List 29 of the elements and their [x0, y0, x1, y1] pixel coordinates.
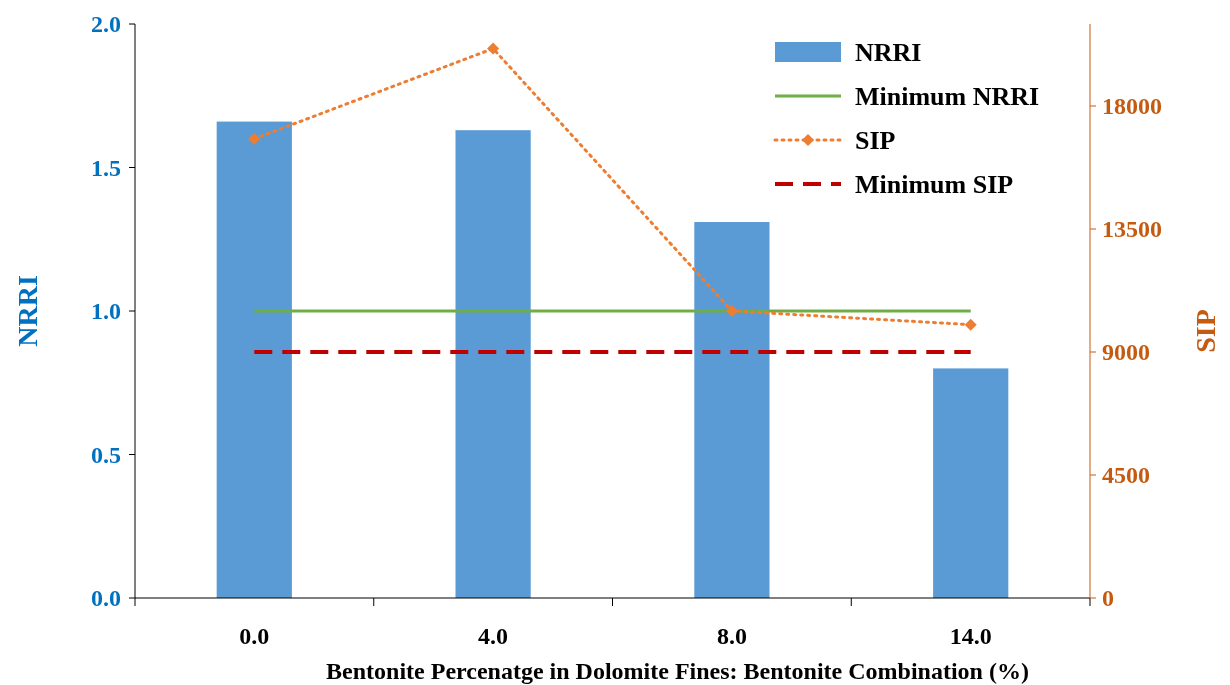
x-tick-label: 14.0: [949, 623, 992, 649]
y-axis-title: NRRI: [12, 275, 43, 347]
y-tick-label: 2.0: [91, 11, 121, 38]
point: [725, 305, 738, 317]
legend-label: SIP: [855, 126, 896, 156]
y-tick-label: 0.0: [91, 585, 121, 612]
y-tick-label: 1.5: [91, 154, 121, 181]
y2-tick-label: 4500: [1102, 462, 1150, 489]
bar: [455, 130, 531, 598]
y2-tick-label: 13500: [1102, 216, 1162, 243]
legend-label: NRRI: [855, 38, 922, 68]
y-tick-label: 1.0: [91, 298, 121, 325]
y2-tick-label: 0: [1102, 585, 1114, 612]
x-axis-title: Bentonite Percenatge in Dolomite Fines: Bentonite Combination (%): [326, 658, 1029, 684]
y-tick-label: 0.5: [91, 441, 121, 468]
x-tick-label: 8.0: [716, 623, 747, 649]
legend-label: Minimum SIP: [855, 170, 1014, 200]
point: [248, 132, 261, 145]
legend-label: Minimum NRRI: [855, 82, 1040, 112]
x-tick-label: 0.0: [239, 623, 270, 649]
y2-axis-title: SIP: [1190, 309, 1221, 353]
bar: [216, 121, 292, 598]
point: [487, 42, 500, 55]
point: [964, 318, 977, 331]
y2-tick-label: 18000: [1102, 93, 1162, 120]
y2-tick-label: 9000: [1102, 339, 1150, 366]
bar: [933, 368, 1009, 598]
x-tick-label: 4.0: [478, 623, 509, 649]
bar: [694, 222, 770, 598]
